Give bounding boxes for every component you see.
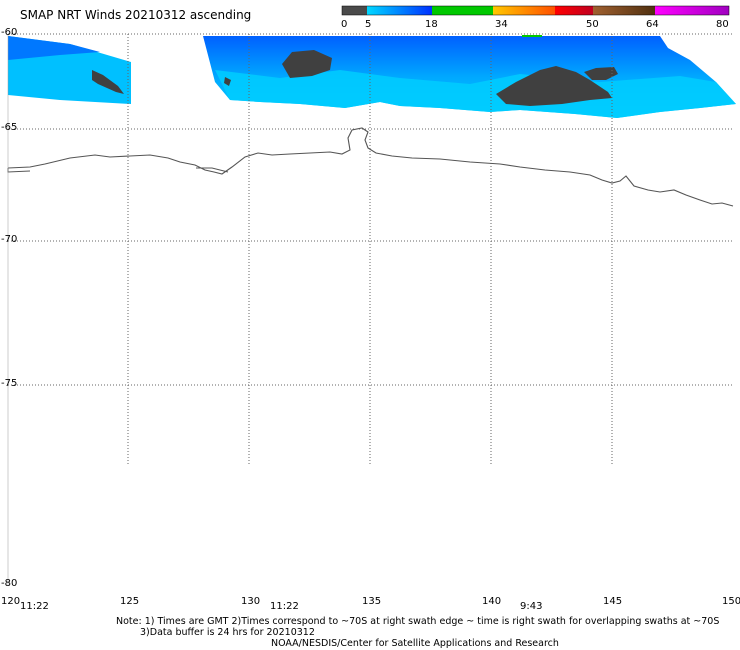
lat-label-75: -75: [1, 378, 18, 389]
lon-label-150: 150: [722, 596, 740, 607]
lon-label-120: 120: [1, 596, 21, 607]
coast-inlet: [196, 167, 229, 173]
lon-label-145: 145: [603, 596, 623, 607]
time-label-2: 11:22: [270, 601, 299, 612]
colorbar-tick-34: 34: [495, 19, 508, 30]
colorbar-segment-6: [655, 6, 729, 15]
colorbar-segment-1: [367, 6, 432, 15]
lon-label-135: 135: [362, 596, 382, 607]
swath-main-light: [215, 70, 736, 118]
lon-label-125: 125: [120, 596, 140, 607]
green-sliver: [522, 35, 542, 37]
calm-patch-5: [224, 77, 231, 86]
lon-label-130: 130: [241, 596, 261, 607]
colorbar-segment-2: [432, 6, 493, 15]
lat-label-65: -65: [1, 122, 18, 133]
lat-label-70: -70: [1, 234, 18, 245]
calm-patch-3: [496, 66, 612, 106]
coast-left-edge: [7, 168, 31, 173]
note-line-1: Note: 1) Times are GMT 2)Times correspon…: [116, 616, 720, 627]
colorbar-tick-0: 0: [341, 19, 348, 30]
lat-label-60: -60: [1, 27, 18, 38]
antarctic-coastline: [7, 127, 734, 207]
note-line-3: NOAA/NESDIS/Center for Satellite Applica…: [271, 638, 559, 649]
note-line-2: 3)Data buffer is 24 hrs for 20210312: [140, 627, 315, 638]
calm-patch-2: [282, 50, 332, 78]
colorbar: [341, 5, 730, 16]
colorbar-tick-64: 64: [646, 19, 659, 30]
map-title: SMAP NRT Winds 20210312 ascending: [20, 8, 252, 22]
colorbar-segment-5: [593, 6, 655, 15]
colorbar-segment-4: [555, 6, 593, 15]
calm-patch-4: [584, 67, 618, 80]
grid: [8, 33, 733, 465]
swath-left-dark: [8, 36, 100, 60]
time-label-3: 9:43: [520, 601, 543, 612]
calm-patch-1: [92, 70, 124, 94]
colorbar-frame: [341, 5, 730, 16]
colorbar-tick-80: 80: [716, 19, 729, 30]
wind-swaths: [8, 35, 736, 118]
time-label-1: 11:22: [20, 601, 49, 612]
lat-label-80: -80: [1, 578, 18, 589]
colorbar-tick-50: 50: [586, 19, 599, 30]
colorbar-tick-18: 18: [425, 19, 438, 30]
colorbar-segment-0: [342, 6, 367, 15]
colorbar-tick-5: 5: [365, 19, 372, 30]
colorbar-segment-3: [493, 6, 555, 15]
lon-label-140: 140: [482, 596, 502, 607]
